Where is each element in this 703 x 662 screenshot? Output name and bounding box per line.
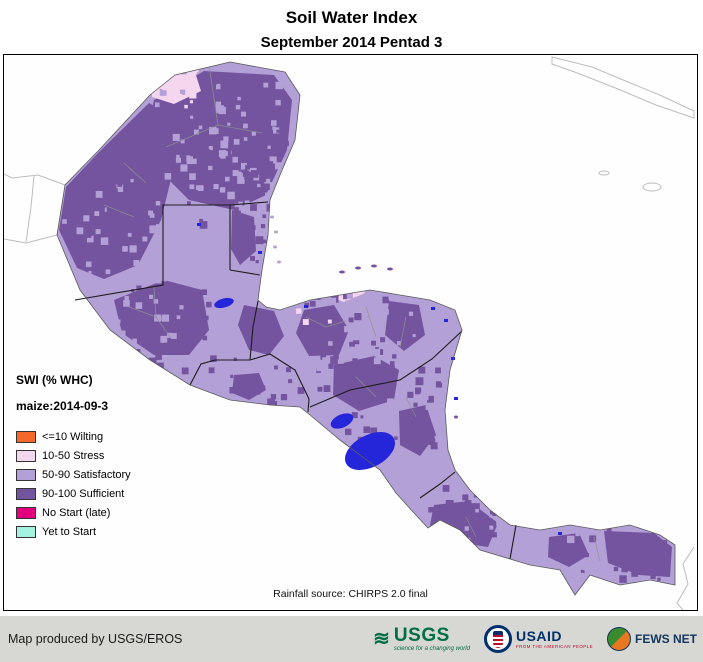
islands <box>270 215 458 419</box>
legend-label: 50-90 Satisfactory <box>42 468 131 481</box>
usgs-wordmark: USGS <box>393 625 450 646</box>
central-america-swi-map <box>4 56 695 610</box>
legend-label: No Start (late) <box>42 506 111 519</box>
globe-icon <box>607 627 631 651</box>
map-legend: SWI (% WHC) maize:2014-09-3 <=10 Wilting… <box>16 367 131 541</box>
legend-items: <=10 Wilting 10-50 Stress 50-90 Satisfacto… <box>16 427 131 541</box>
no-start-zones <box>342 284 354 292</box>
map-credit: Map produced by USGS/EROS <box>8 632 183 646</box>
fewsnet-logo: FEWS NET <box>607 627 697 651</box>
usaid-logo: USAID FROM THE AMERICAN PEOPLE <box>483 625 593 653</box>
lake-izabal <box>214 297 234 309</box>
sufficient-zones <box>59 71 672 577</box>
mexico-gulf-coast <box>4 173 66 186</box>
legend-label: 10-50 Stress <box>42 449 105 462</box>
map-subtitle: September 2014 Pentad 3 <box>260 34 443 51</box>
fewsnet-wordmark: FEWS NET <box>635 632 697 646</box>
legend-swatch <box>16 525 36 538</box>
footer-bar: Map produced by USGS/EROS ≋ USGS science… <box>0 616 703 662</box>
legend-label: Yet to Start <box>42 525 97 538</box>
legend-item: 10-50 Stress <box>16 446 131 465</box>
map-title: Soil Water Index <box>285 8 418 27</box>
mexico-pacific-coast <box>4 234 58 244</box>
usgs-wave-icon: ≋ <box>373 628 390 650</box>
legend-item: <=10 Wilting <box>16 427 131 446</box>
legend-item: Yet to Start <box>16 522 131 541</box>
jamaica-outline <box>642 182 662 192</box>
lake-managua <box>330 413 354 429</box>
usgs-logo: ≋ USGS science for a changing world <box>373 626 470 652</box>
map-header: Soil Water Index September 2014 Pentad 3 <box>0 0 703 51</box>
legend-crop-date: maize:2014-09-3 <box>16 399 109 413</box>
usaid-wordmark: USAID <box>515 627 563 644</box>
colombia-outline <box>676 546 695 610</box>
country-borders <box>74 201 517 560</box>
admin-boundaries <box>103 64 601 562</box>
footer-logos: ≋ USGS science for a changing world USAI… <box>373 616 697 662</box>
legend-label: 90-100 Sufficient <box>42 487 125 500</box>
neighbor-country-outlines <box>4 56 695 610</box>
legend-swatch <box>16 468 36 481</box>
cayman-outline <box>598 170 610 176</box>
usgs-tagline: science for a changing world <box>393 646 470 652</box>
usaid-tagline: FROM THE AMERICAN PEOPLE <box>515 643 593 649</box>
legend-item: 50-90 Satisfactory <box>16 465 131 484</box>
rainfall-source-note: Rainfall source: CHIRPS 2.0 final <box>273 588 428 600</box>
cuba-outline <box>551 56 695 119</box>
legend-swatch <box>16 449 36 462</box>
legend-swatch <box>16 430 36 443</box>
legend-label: <=10 Wilting <box>42 430 104 443</box>
legend-swatch <box>16 487 36 500</box>
lakes <box>197 223 562 535</box>
usaid-seal-icon <box>483 625 512 653</box>
legend-swatch <box>16 506 36 519</box>
legend-item: No Start (late) <box>16 503 131 522</box>
usaid-shield-icon <box>492 630 503 648</box>
map-canvas: SWI (% WHC) maize:2014-09-3 <=10 Wilting… <box>3 54 698 611</box>
legend-item: 90-100 Sufficient <box>16 484 131 503</box>
mexico-state-line <box>25 175 35 243</box>
legend-title: SWI (% WHC) <box>16 373 93 387</box>
coastline <box>56 61 676 596</box>
lake-nicaragua <box>345 432 395 470</box>
